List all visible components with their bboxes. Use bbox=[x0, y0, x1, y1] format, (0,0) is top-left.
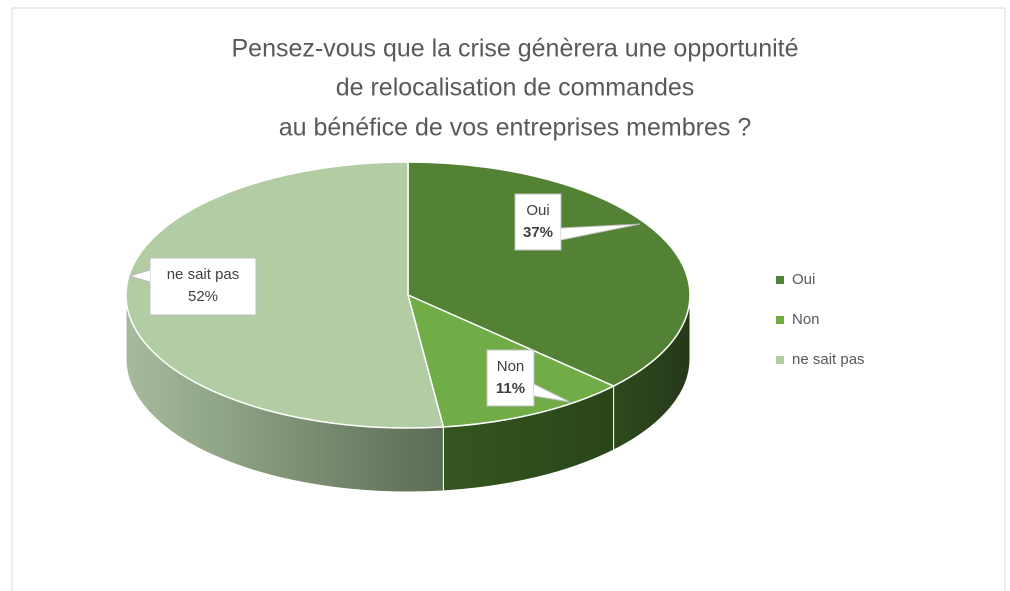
callout bbox=[514, 193, 562, 251]
legend-swatch bbox=[776, 276, 784, 284]
legend-swatch bbox=[776, 356, 784, 364]
data-label: Non 11% bbox=[486, 349, 571, 407]
callout bbox=[149, 257, 257, 316]
slice bbox=[407, 161, 691, 387]
callout bbox=[486, 349, 535, 407]
data-label-category: Non bbox=[497, 358, 525, 375]
callout-pointer bbox=[560, 223, 641, 241]
data-label-category: Oui bbox=[526, 202, 549, 219]
legend-swatch bbox=[776, 316, 784, 324]
callout-pointer bbox=[533, 383, 571, 403]
data-label: Oui 37% bbox=[514, 193, 641, 251]
callout-pointer bbox=[128, 269, 151, 283]
chart-title: Pensez-vous que la crise génèrera une op… bbox=[231, 35, 798, 63]
legend-label: Non bbox=[792, 311, 820, 328]
legend-label: ne sait pas bbox=[792, 351, 865, 368]
chart-title: au bénéfice de vos entreprises membres ? bbox=[279, 114, 751, 142]
data-label-value: 11% bbox=[496, 380, 525, 397]
legend-label: Oui bbox=[792, 271, 815, 288]
slice bbox=[125, 161, 445, 429]
data-label-category: ne sait pas bbox=[167, 266, 240, 283]
data-label-value: 37% bbox=[523, 224, 553, 241]
data-label-value: 52% bbox=[188, 288, 218, 305]
chart-title: de relocalisation de commandes bbox=[336, 74, 695, 102]
data-label: ne sait pas 52% bbox=[128, 257, 257, 316]
